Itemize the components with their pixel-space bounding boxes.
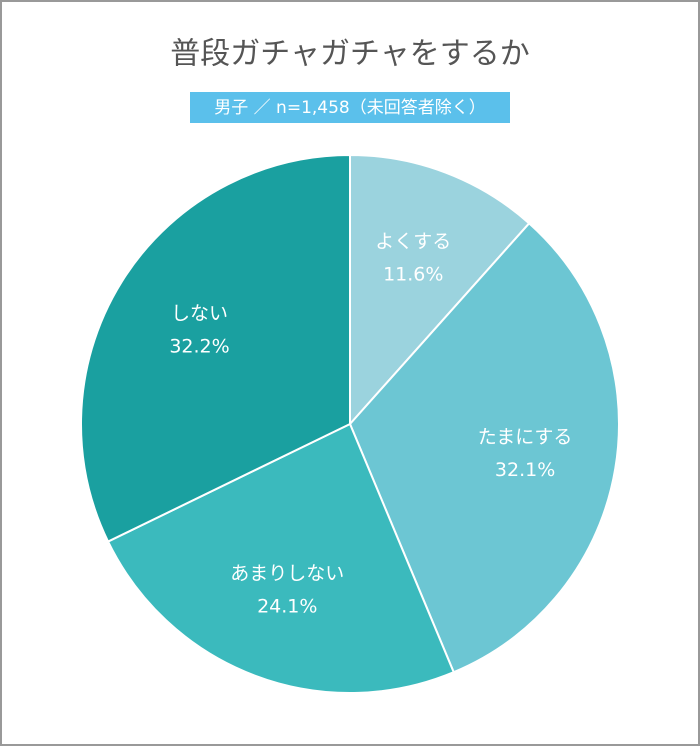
slice-label: あまりしない: [230, 563, 344, 585]
pie-slice: [349, 153, 531, 427]
pie-slice: [348, 221, 620, 674]
slice-label: たまにする: [478, 426, 573, 448]
chart-title: 普段ガチャガチャをするか: [170, 37, 529, 72]
value-label: 32.2%: [169, 335, 229, 357]
value-label: 32.1%: [495, 459, 555, 481]
pie-slice: [80, 153, 351, 543]
value-label: 11.6%: [383, 264, 443, 286]
subtitle-badge: [190, 92, 510, 123]
slice-label: しない: [171, 302, 228, 324]
pie-slice: [106, 422, 456, 694]
chart-subtitle: 男子 ／ n=1,458（未回答者除く）: [214, 98, 486, 118]
slice-label: よくする: [375, 231, 451, 253]
value-label: 24.1%: [257, 596, 317, 618]
